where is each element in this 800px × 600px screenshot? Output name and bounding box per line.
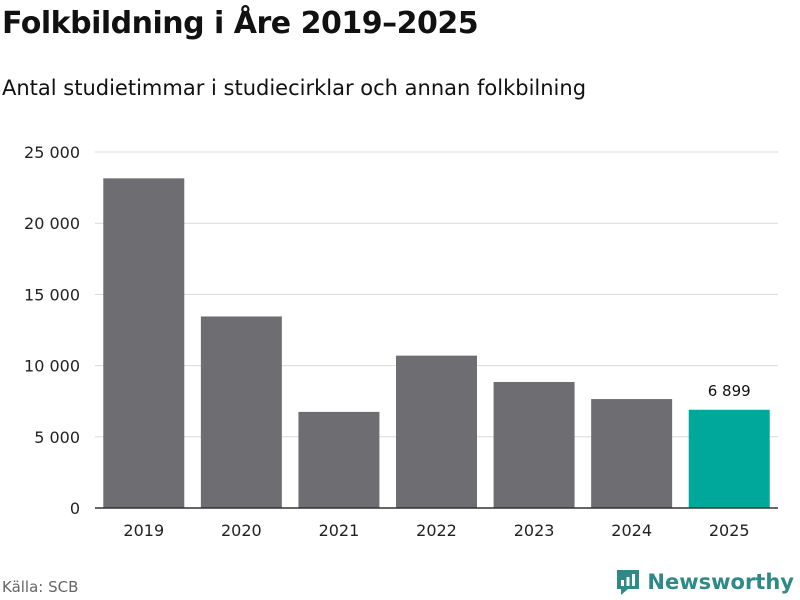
bar [591,399,673,508]
bar [200,316,282,508]
y-tick-label: 25 000 [24,143,80,162]
bar [493,381,575,508]
bar [396,355,477,508]
bar [103,178,185,508]
y-tick-label: 5 000 [34,428,80,447]
x-tick-label: 2022 [416,521,457,540]
bar [688,409,770,508]
y-tick-label: 20 000 [24,214,80,233]
brand-logo-group[interactable]: Newsworthy [615,568,794,596]
x-tick-label: 2025 [709,521,750,540]
source-note: Källa: SCB [2,578,79,596]
x-tick-label: 2024 [611,521,652,540]
chart-subtitle: Antal studietimmar i studiecirklar och a… [2,76,587,100]
x-tick-label: 2020 [221,521,262,540]
brand-name: Newsworthy [647,570,794,594]
x-tick-label: 2021 [319,521,360,540]
y-tick-label: 10 000 [24,357,80,376]
newsworthy-logo-icon [617,570,640,595]
bar-value-label: 6 899 [708,382,751,400]
y-tick-label: 0 [70,499,80,518]
chart-title: Folkbildning i Åre 2019–2025 [2,6,479,41]
bar [298,411,380,508]
y-tick-label: 15 000 [24,285,80,304]
x-tick-label: 2019 [123,521,164,540]
x-tick-label: 2023 [514,521,555,540]
